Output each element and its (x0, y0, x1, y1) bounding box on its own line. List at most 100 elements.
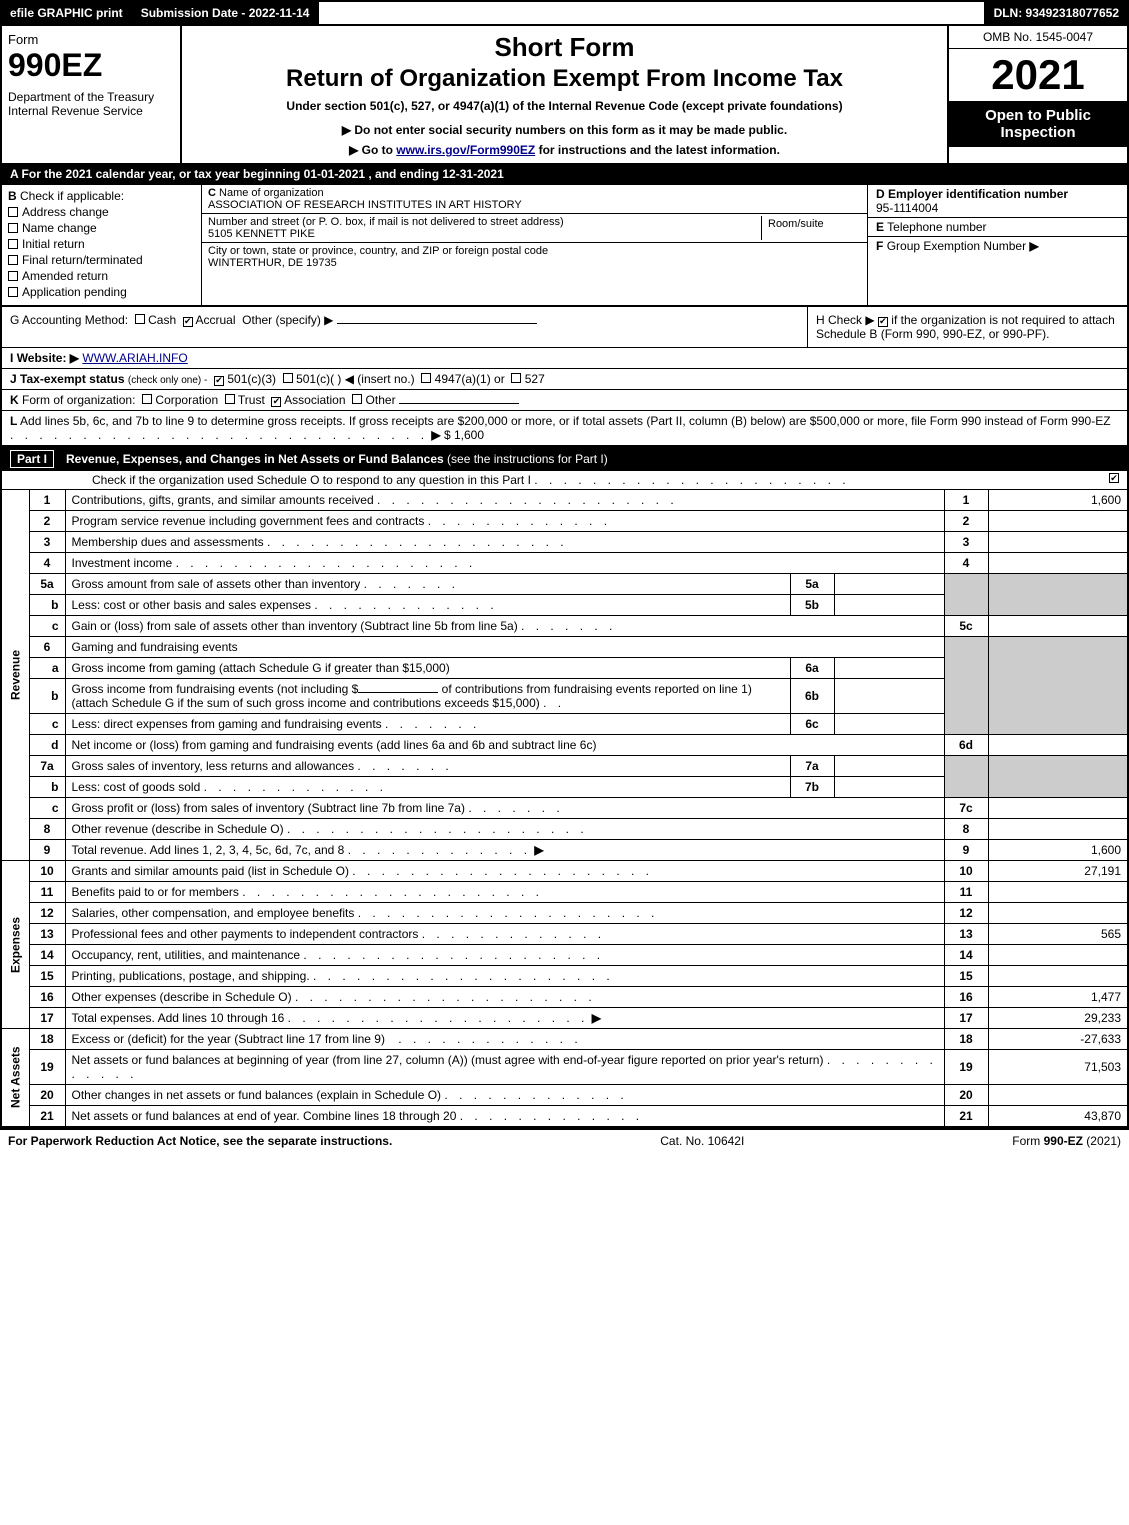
d-letter: D (876, 187, 885, 201)
line-8: 8 Other revenue (describe in Schedule O)… (1, 819, 1128, 840)
chk-501c[interactable] (283, 373, 293, 383)
chk-final-return[interactable]: Final return/terminated (8, 253, 195, 267)
form-of-org-label: Form of organization: (22, 393, 135, 407)
dots: . . . . . . . . . . . . . (460, 1109, 643, 1123)
line-4-num: 4 (29, 553, 65, 574)
line-7a-mnum: 7a (790, 756, 834, 777)
h-not: not (1001, 313, 1018, 327)
line-5b-num: b (29, 595, 65, 616)
grey-6-val (988, 637, 1128, 735)
goto-line: ▶ Go to www.irs.gov/Form990EZ for instru… (194, 143, 935, 157)
b-letter: B (8, 189, 17, 203)
line-11-val (988, 882, 1128, 903)
line-17-num: 17 (29, 1008, 65, 1029)
line-1-rnum: 1 (944, 490, 988, 511)
chk-4947[interactable] (421, 373, 431, 383)
chk-501c3[interactable] (214, 376, 224, 386)
other-specify-input[interactable] (337, 323, 537, 324)
section-j: J Tax-exempt status (check only one) - 5… (0, 369, 1129, 390)
line-6a-desc: Gross income from gaming (attach Schedul… (65, 658, 790, 679)
line-3-val (988, 532, 1128, 553)
chk-schedule-b[interactable] (878, 317, 888, 327)
net-assets-vlabel: Net Assets (1, 1029, 29, 1128)
chk-527[interactable] (511, 373, 521, 383)
line-13-val: 565 (988, 924, 1128, 945)
other-specify-label: Other (specify) ▶ (242, 313, 333, 327)
efile-print-button[interactable]: efile GRAPHIC print (2, 2, 133, 24)
line-13-num: 13 (29, 924, 65, 945)
opt-501c: 501(c)( ) ◀ (insert no.) (296, 372, 415, 386)
opt-corporation: Corporation (155, 393, 218, 407)
ein-value: 95-1114004 (876, 201, 938, 215)
chk-association[interactable] (271, 397, 281, 407)
form-number: 990EZ (8, 47, 174, 84)
line-7b-mval (834, 777, 944, 798)
line-5c-desc: Gain or (loss) from sale of assets other… (72, 619, 518, 633)
chk-amended-return[interactable]: Amended return (8, 269, 195, 283)
main-title: Return of Organization Exempt From Incom… (194, 65, 935, 93)
grey-7 (944, 756, 988, 798)
b-check-if: Check if applicable: (20, 189, 124, 203)
line-7a: 7a Gross sales of inventory, less return… (1, 756, 1128, 777)
other-org-input[interactable] (399, 403, 519, 404)
dots: . . . . . . . . . . . . . . . . . . . . … (313, 969, 614, 983)
line-10-val: 27,191 (988, 861, 1128, 882)
h-text2: if the organization is (891, 313, 1001, 327)
dots: . . . . . . . . . . . . . . . . . . . . … (352, 864, 653, 878)
line-18-desc: Excess or (deficit) for the year (Subtra… (72, 1032, 385, 1046)
org-name-value: ASSOCIATION OF RESEARCH INSTITUTES IN AR… (208, 199, 522, 211)
line-11-rnum: 11 (944, 882, 988, 903)
section-a: A For the 2021 calendar year, or tax yea… (0, 165, 1129, 185)
line-20-desc: Other changes in net assets or fund bala… (72, 1088, 442, 1102)
chk-name-change[interactable]: Name change (8, 221, 195, 235)
line-6a-num: a (29, 658, 65, 679)
l-letter: L (10, 414, 17, 428)
line-19-num: 19 (29, 1050, 65, 1085)
line-9-arrow: ▶ (534, 843, 543, 857)
opt-501c3: 501(c)(3) (227, 372, 276, 386)
grp-arrow: ▶ (1029, 239, 1038, 253)
g-letter: G (10, 313, 19, 327)
line-5c: c Gain or (loss) from sale of assets oth… (1, 616, 1128, 637)
accrual-label: Accrual (195, 313, 235, 327)
line-2-num: 2 (29, 511, 65, 532)
chk-accrual[interactable] (183, 317, 193, 327)
irs-link[interactable]: www.irs.gov/Form990EZ (396, 143, 535, 157)
line-3-desc: Membership dues and assessments (72, 535, 264, 549)
chk-address-change[interactable]: Address change (8, 205, 195, 219)
dots: . . . . . . . (521, 619, 616, 633)
chk-schedule-o[interactable] (1109, 473, 1119, 483)
line-4: 4 Investment income . . . . . . . . . . … (1, 553, 1128, 574)
j-letter: J (10, 372, 17, 386)
line-7b-desc: Less: cost of goods sold (72, 780, 201, 794)
line-10-num: 10 (29, 861, 65, 882)
section-k: K Form of organization: Corporation Trus… (0, 390, 1129, 411)
line-6d: d Net income or (loss) from gaming and f… (1, 735, 1128, 756)
website-link[interactable]: WWW.ARIAH.INFO (82, 351, 187, 365)
line-5b-mval (834, 595, 944, 616)
goto-prefix: ▶ Go to (349, 143, 396, 157)
line-2-val (988, 511, 1128, 532)
chk-cash[interactable] (135, 314, 145, 324)
line-5b-mnum: 5b (790, 595, 834, 616)
chk-trust[interactable] (225, 394, 235, 404)
revenue-vlabel: Revenue (1, 490, 29, 861)
line-20-num: 20 (29, 1085, 65, 1106)
dots: . . . . . . . . . . . . . . . . . . . . … (242, 885, 543, 899)
chk-application-pending[interactable]: Application pending (8, 285, 195, 299)
chk-other-org[interactable] (352, 394, 362, 404)
line-21-val: 43,870 (988, 1106, 1128, 1128)
opt-trust: Trust (238, 393, 265, 407)
city-value: WINTERTHUR, DE 19735 (208, 257, 337, 269)
city-label: City or town, state or province, country… (208, 245, 548, 257)
opt-4947: 4947(a)(1) or (435, 372, 505, 386)
l-text: Add lines 5b, 6c, and 7b to line 9 to de… (20, 414, 1111, 428)
line-1-val: 1,600 (988, 490, 1128, 511)
line-6-num: 6 (29, 637, 65, 658)
line-6b-amount-input[interactable] (358, 692, 438, 693)
header-center: Short Form Return of Organization Exempt… (182, 26, 947, 163)
chk-corporation[interactable] (142, 394, 152, 404)
line-19-val: 71,503 (988, 1050, 1128, 1085)
expenses-vlabel: Expenses (1, 861, 29, 1029)
chk-initial-return[interactable]: Initial return (8, 237, 195, 251)
